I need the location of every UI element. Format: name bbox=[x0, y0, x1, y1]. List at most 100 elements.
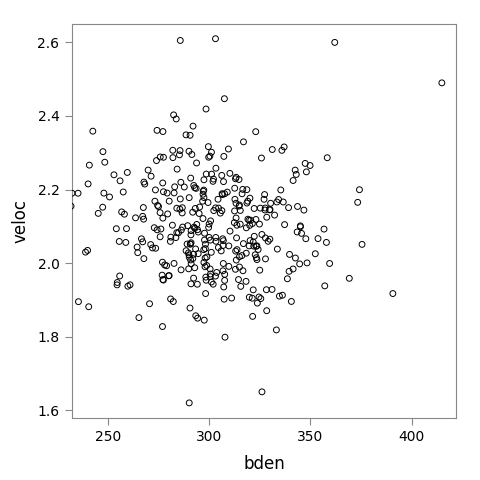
Point bbox=[220, 178, 228, 185]
Point bbox=[281, 221, 288, 228]
Point bbox=[291, 166, 299, 174]
Point bbox=[257, 295, 264, 302]
Point bbox=[187, 240, 194, 248]
Point bbox=[159, 179, 167, 187]
Point bbox=[85, 303, 93, 311]
Point bbox=[140, 216, 147, 223]
Point bbox=[231, 184, 239, 192]
Point bbox=[236, 201, 243, 209]
Point bbox=[152, 244, 159, 252]
Point bbox=[192, 312, 200, 320]
Point bbox=[160, 154, 168, 161]
Point bbox=[194, 250, 202, 257]
Point bbox=[252, 242, 260, 250]
Point bbox=[225, 263, 233, 270]
Point bbox=[156, 233, 164, 240]
Point bbox=[190, 274, 197, 282]
Point bbox=[178, 226, 185, 234]
Point bbox=[84, 247, 91, 254]
Point bbox=[218, 190, 226, 198]
Point bbox=[223, 188, 231, 196]
Point bbox=[199, 187, 207, 195]
Point bbox=[195, 210, 203, 217]
Point bbox=[167, 238, 174, 245]
Point bbox=[232, 256, 240, 264]
Point bbox=[280, 143, 288, 151]
Point bbox=[126, 281, 134, 288]
Point bbox=[246, 194, 254, 202]
Point bbox=[209, 280, 217, 288]
Point bbox=[212, 272, 219, 280]
Point bbox=[278, 146, 286, 154]
Point bbox=[188, 151, 196, 158]
Point bbox=[206, 273, 214, 280]
Point bbox=[238, 252, 246, 259]
X-axis label: bden: bden bbox=[243, 455, 285, 473]
Point bbox=[245, 216, 253, 224]
Point bbox=[261, 206, 269, 214]
Point bbox=[153, 127, 161, 134]
Point bbox=[179, 223, 187, 231]
Point bbox=[250, 286, 257, 294]
Point bbox=[253, 256, 261, 264]
Point bbox=[176, 147, 184, 155]
Point bbox=[216, 209, 224, 217]
Point bbox=[240, 240, 247, 248]
Point bbox=[159, 323, 167, 330]
Point bbox=[84, 180, 92, 188]
Point bbox=[206, 152, 214, 160]
Point bbox=[256, 220, 264, 228]
Point bbox=[140, 178, 148, 186]
Point bbox=[207, 278, 215, 286]
Point bbox=[243, 199, 251, 207]
Point bbox=[251, 204, 258, 212]
Point bbox=[240, 138, 247, 145]
Point bbox=[193, 221, 201, 228]
Point bbox=[120, 188, 127, 196]
Point bbox=[266, 206, 274, 214]
Point bbox=[173, 229, 180, 237]
Point bbox=[165, 272, 172, 280]
Point bbox=[293, 228, 301, 236]
Point bbox=[168, 221, 176, 229]
Point bbox=[246, 237, 254, 244]
Point bbox=[192, 184, 200, 192]
Point bbox=[276, 292, 283, 300]
Point bbox=[192, 245, 199, 253]
Point bbox=[60, 205, 68, 213]
Point bbox=[187, 227, 195, 234]
Point bbox=[263, 286, 270, 294]
Point bbox=[154, 202, 161, 209]
Point bbox=[169, 146, 177, 154]
Point bbox=[356, 186, 363, 193]
Point bbox=[180, 183, 188, 191]
Point bbox=[289, 265, 297, 273]
Point bbox=[194, 228, 202, 236]
Point bbox=[300, 206, 308, 214]
Point bbox=[212, 35, 219, 43]
Point bbox=[101, 158, 108, 166]
Point bbox=[147, 172, 155, 180]
Point bbox=[219, 241, 227, 249]
Point bbox=[256, 204, 264, 212]
Point bbox=[239, 186, 247, 193]
Point bbox=[170, 111, 178, 119]
Point bbox=[219, 235, 227, 242]
Point bbox=[100, 189, 108, 197]
Point bbox=[192, 204, 199, 212]
Point bbox=[159, 276, 167, 283]
Point bbox=[212, 234, 220, 241]
Point bbox=[205, 220, 213, 228]
Point bbox=[261, 191, 268, 198]
Point bbox=[186, 304, 194, 312]
Point bbox=[133, 243, 141, 251]
Point bbox=[331, 38, 338, 46]
Point bbox=[206, 265, 214, 273]
Point bbox=[177, 36, 184, 44]
Point bbox=[225, 145, 232, 153]
Point bbox=[239, 267, 247, 275]
Point bbox=[266, 206, 274, 214]
Point bbox=[219, 260, 227, 267]
Point bbox=[151, 197, 159, 205]
Point bbox=[321, 282, 329, 290]
